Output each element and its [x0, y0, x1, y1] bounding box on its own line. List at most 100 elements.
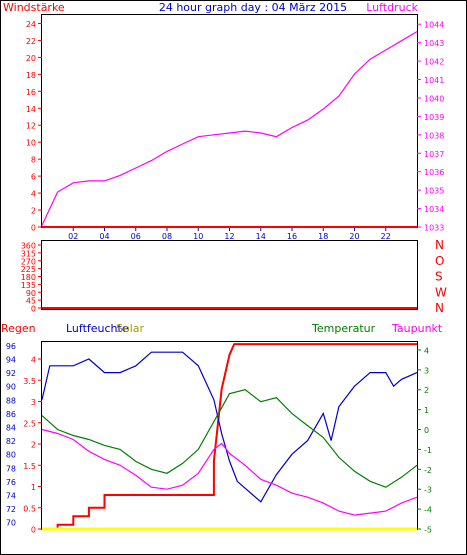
- y-tick-label: 90: [26, 289, 36, 298]
- panel-wind-direction: [41, 240, 418, 310]
- y-tick-label: 0.5: [23, 504, 36, 513]
- humidity-ticks: 70 72 74 76 78 80 82 84 86 88 90 92 94 96: [6, 342, 16, 528]
- humidity-tick-label: 72: [6, 505, 16, 514]
- humidity-tick-label: 90: [6, 383, 16, 392]
- x-tick-label: 12: [224, 232, 234, 241]
- y-tick-label: 1044: [424, 21, 444, 30]
- y-tick-label: 1034: [424, 205, 444, 214]
- y-tick-label: -4: [424, 506, 432, 515]
- y-tick-label: 24: [26, 20, 36, 29]
- y-tick-label: 225: [21, 265, 36, 274]
- humidity-tick-label: 94: [6, 356, 16, 365]
- compass-label: N: [435, 238, 444, 252]
- y-tick-label: 1: [31, 483, 36, 492]
- y-tick-label: 2: [31, 441, 36, 450]
- series-line: [41, 428, 418, 516]
- panel-1-series: [41, 31, 418, 228]
- y-tick-label: 1036: [424, 168, 444, 177]
- y-tick-label: 2: [424, 386, 429, 395]
- chart-title: 24 hour graph day : 04 März 2015: [159, 1, 347, 14]
- y-tick-label: 1039: [424, 113, 444, 122]
- x-tick-label: 04: [99, 232, 109, 241]
- y-tick-label: 6: [31, 173, 36, 182]
- y-tick-label: 16: [26, 88, 36, 97]
- y-tick-label: 1040: [424, 94, 444, 103]
- series-line: [41, 31, 418, 226]
- humidity-tick-label: 76: [6, 478, 16, 487]
- y-tick-label: -2: [424, 466, 432, 475]
- legend-taupunkt: Taupunkt: [391, 322, 443, 335]
- humidity-tick-label: 80: [6, 451, 16, 460]
- y-tick-label: 180: [21, 273, 36, 282]
- x-tick-label: 08: [162, 232, 172, 241]
- x-tick-label: 18: [318, 232, 328, 241]
- x-ticks-panel-1: 02 04 06 08 10 12 14 16 18 20 22: [68, 227, 391, 241]
- compass-label: S: [435, 270, 443, 284]
- panel-3-series: [41, 343, 418, 531]
- series-line: [41, 351, 418, 503]
- x-tick-label: 22: [381, 232, 391, 241]
- y-tick-label: 1035: [424, 187, 444, 196]
- y-tick-label: 12: [26, 122, 36, 131]
- y-tick-label: 135: [21, 281, 36, 290]
- rain-ticks: 0 0.5 1 1.5 2 2.5 3 3.5 4: [23, 356, 42, 535]
- humidity-tick-label: 84: [6, 424, 16, 433]
- y-tick-label: 0: [31, 526, 36, 535]
- legend-temperatur: Temperatur: [311, 322, 376, 335]
- y-tick-label: 10: [26, 139, 36, 148]
- y-tick-label: 4: [424, 346, 429, 355]
- y-tick-label: -5: [424, 526, 432, 535]
- pressure-ticks: 1033 1034 1035 1036 1037 1038 1039 1040 1041 1042…: [417, 21, 444, 233]
- compass-label: N: [435, 301, 444, 315]
- humidity-tick-label: 86: [6, 410, 16, 419]
- x-tick-label: 10: [193, 232, 203, 241]
- temperature-ticks: 4 3 2 1 0 -1 -2 -3 -4 -5: [417, 346, 432, 535]
- y-tick-label: 1033: [424, 224, 444, 233]
- y-tick-label: 3: [424, 366, 429, 375]
- y-tick-label: 3.5: [23, 377, 36, 386]
- x-tick-label: 06: [131, 232, 141, 241]
- y-tick-label: -1: [424, 446, 432, 455]
- y-tick-label: 360: [21, 242, 36, 251]
- compass-label: W: [435, 285, 447, 299]
- wind-axis-title: Windstärke: [3, 1, 65, 14]
- x-tick-label: 02: [68, 232, 78, 241]
- y-tick-label: 20: [26, 54, 36, 63]
- y-tick-label: 4: [31, 356, 36, 365]
- legend-solar: Solar: [116, 322, 145, 335]
- y-tick-label: 0: [31, 305, 36, 314]
- humidity-tick-label: 88: [6, 396, 16, 405]
- humidity-tick-label: 70: [6, 519, 16, 528]
- y-tick-label: 18: [26, 71, 36, 80]
- y-tick-label: 8: [31, 156, 36, 165]
- y-tick-label: 1: [424, 406, 429, 415]
- y-tick-label: 4: [31, 190, 36, 199]
- series-line: [42, 343, 417, 530]
- x-tick-label: 16: [287, 232, 297, 241]
- y-tick-label: 1041: [424, 76, 444, 85]
- y-tick-label: 3: [31, 398, 36, 407]
- y-tick-label: 315: [21, 249, 36, 258]
- x-tick-label: 14: [256, 232, 266, 241]
- y-tick-label: 0: [31, 224, 36, 233]
- y-tick-label: 2.5: [23, 419, 36, 428]
- humidity-tick-label: 96: [6, 342, 16, 351]
- y-tick-label: 1042: [424, 58, 444, 67]
- y-tick-label: 1.5: [23, 462, 36, 471]
- y-tick-label: 270: [21, 257, 36, 266]
- y-tick-label: 45: [26, 297, 36, 306]
- x-tick-label: 20: [349, 232, 359, 241]
- y-tick-label: 14: [26, 105, 36, 114]
- legend-regen: Regen: [1, 322, 36, 335]
- humidity-tick-label: 82: [6, 437, 16, 446]
- humidity-tick-label: 74: [6, 492, 16, 501]
- y-tick-label: -3: [424, 486, 432, 495]
- humidity-tick-label: 92: [6, 369, 16, 378]
- series-line: [41, 389, 418, 488]
- y-tick-label: 1038: [424, 131, 444, 140]
- y-tick-label: 22: [26, 37, 36, 46]
